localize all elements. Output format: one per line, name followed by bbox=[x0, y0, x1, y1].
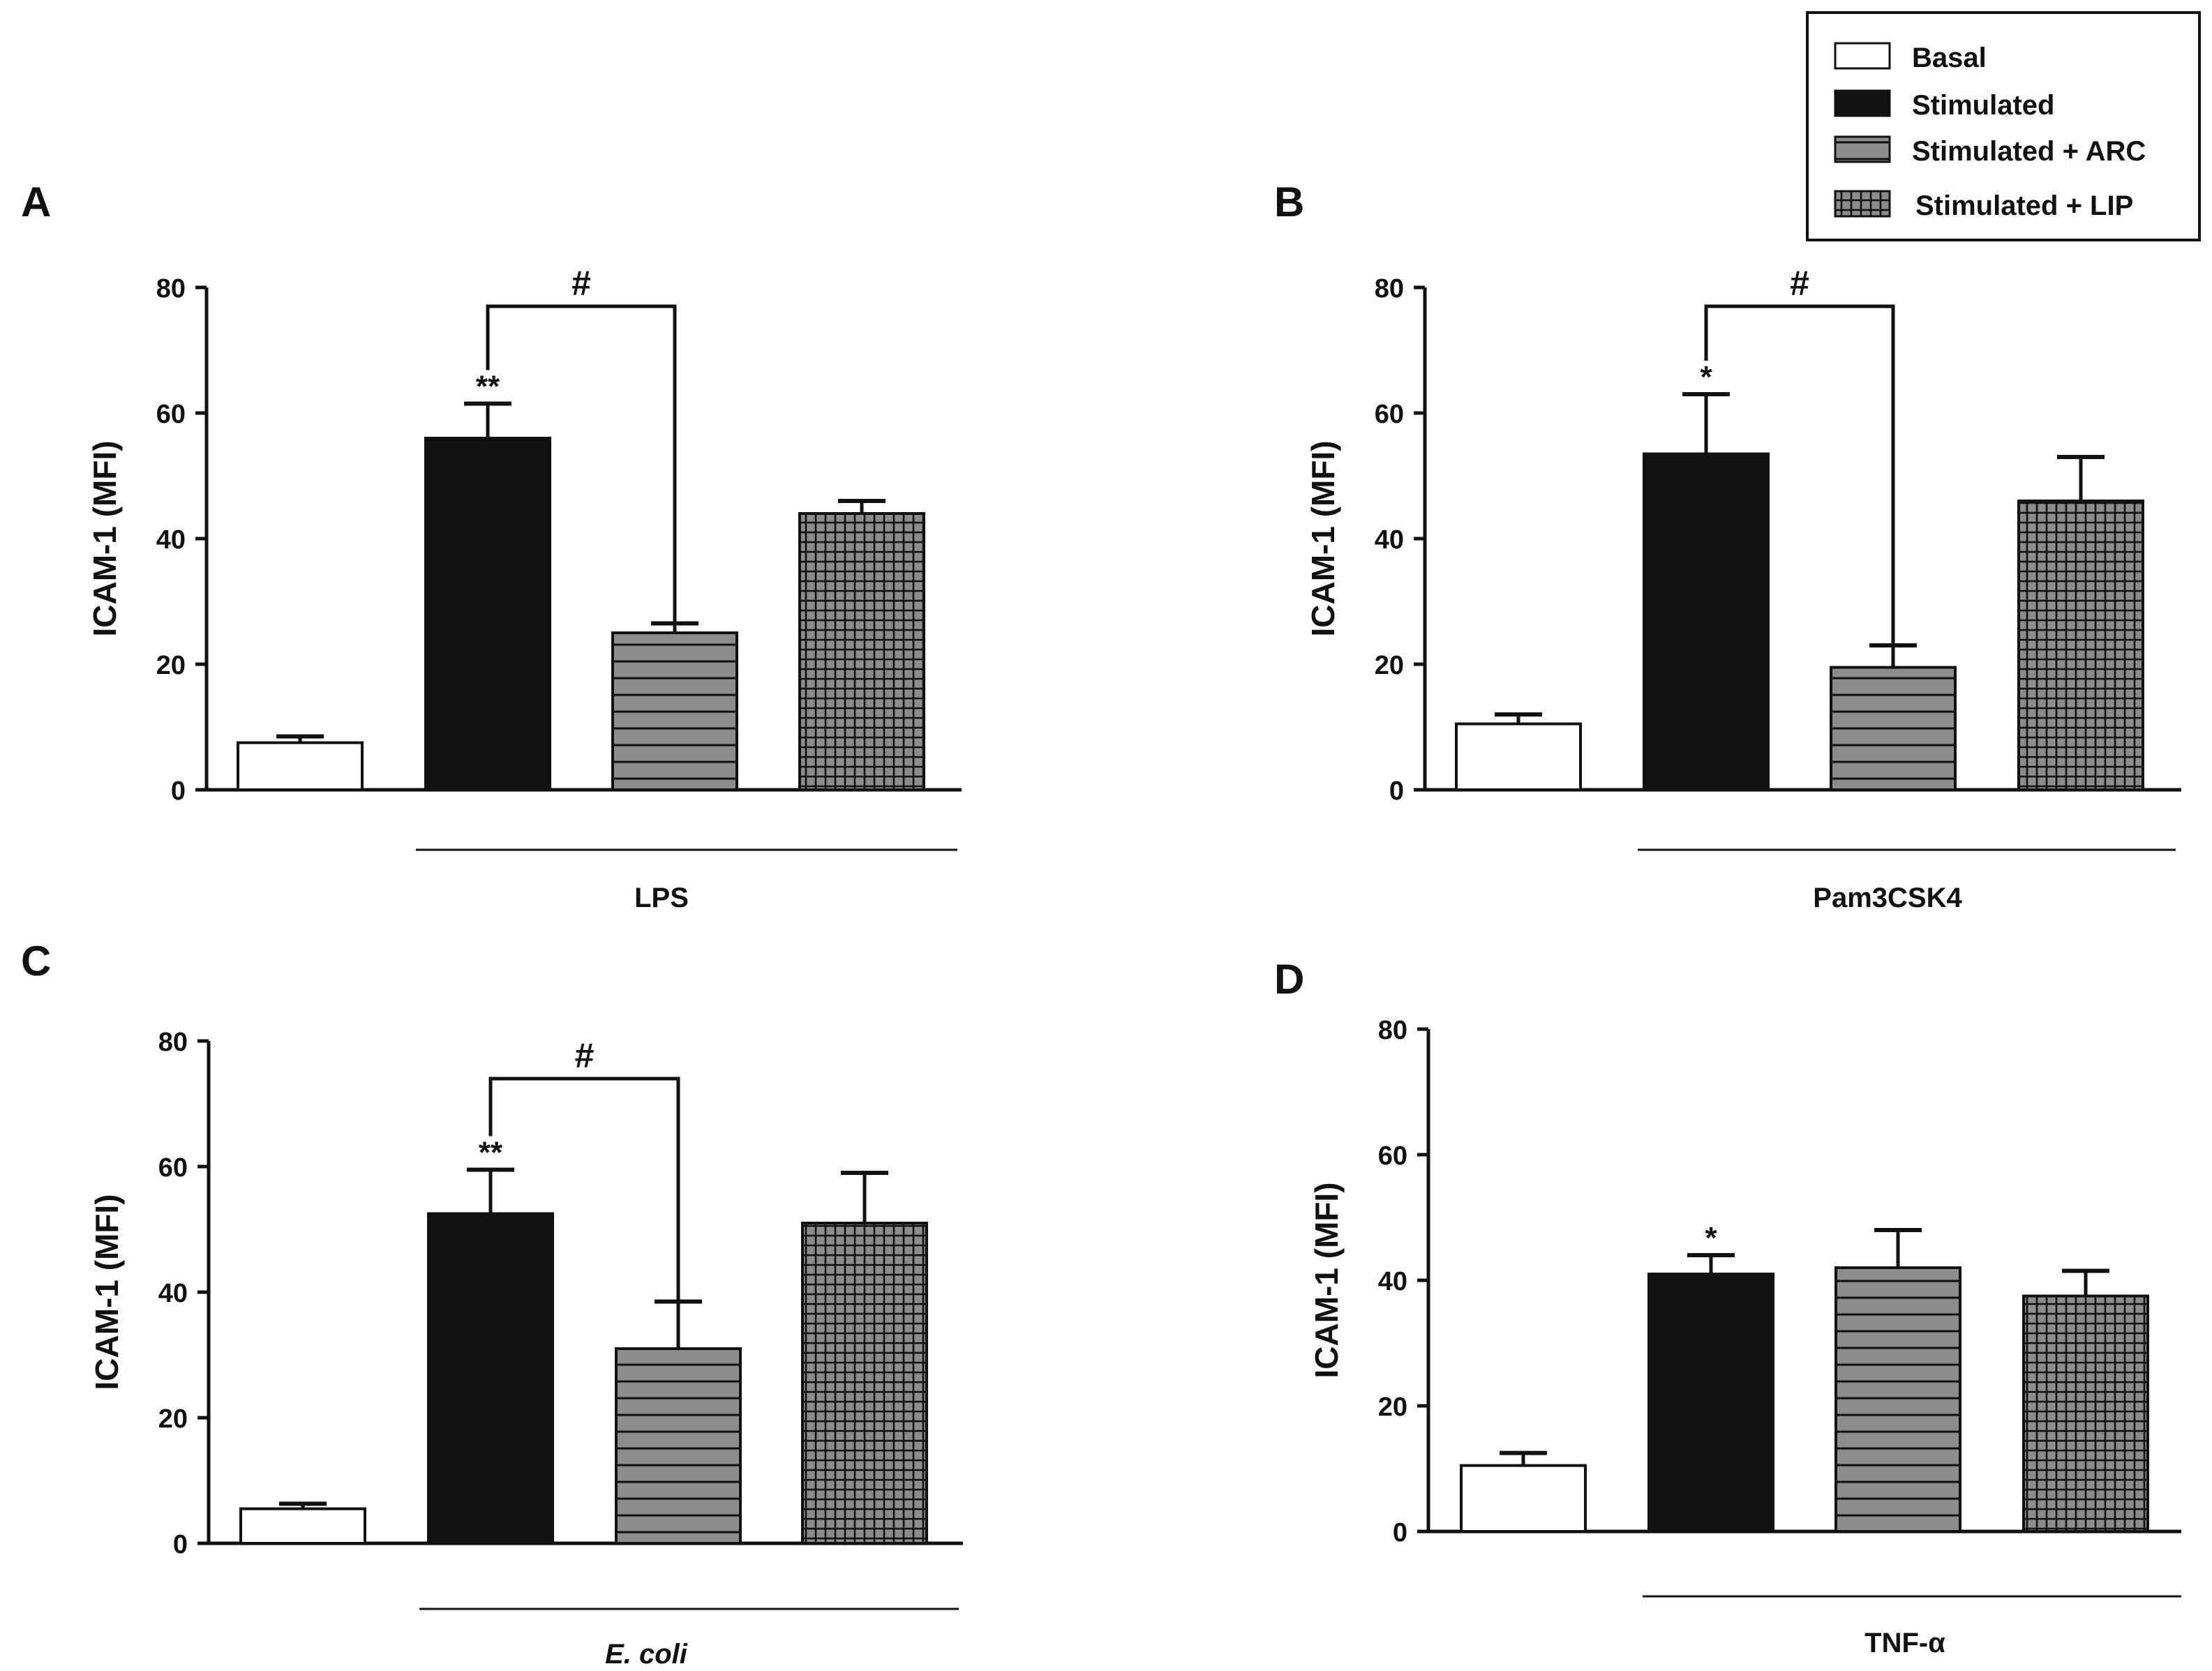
y-tick-label-b-60: 60 bbox=[1375, 400, 1404, 429]
bar-b-stimulated bbox=[1643, 452, 1770, 791]
y-axis-label-d: ICAM-1 (MFI) bbox=[1308, 1182, 1345, 1378]
comparison-label-b: # bbox=[1790, 264, 1809, 303]
panel-letter-a: A bbox=[21, 179, 51, 225]
bar-d-arc bbox=[1834, 1266, 1961, 1533]
significance-a-stimulated: ** bbox=[476, 370, 500, 404]
y-tick-label-c-20: 20 bbox=[158, 1404, 188, 1434]
bar-b-lip bbox=[2017, 500, 2144, 791]
bar-d-basal bbox=[1460, 1464, 1587, 1533]
significance-c-stimulated: ** bbox=[479, 1136, 503, 1170]
comparison-bracket-b bbox=[1704, 304, 1895, 645]
legend-label-stimulated: Stimulated bbox=[1912, 90, 2054, 121]
y-tick-label-b-20: 20 bbox=[1375, 651, 1404, 680]
legend-swatch-arc bbox=[1834, 135, 1891, 163]
group-label-b: Pam3CSK4 bbox=[1813, 883, 1962, 913]
y-tick-label-a-60: 60 bbox=[156, 400, 186, 429]
y-axis-label-c: ICAM-1 (MFI) bbox=[89, 1194, 125, 1390]
comparison-bracket-c bbox=[488, 1077, 680, 1302]
panel-c: C 0 20 40 60 80 ICAM-1 (MFI) ** # E. coli bbox=[21, 938, 963, 1670]
bar-a-stimulated bbox=[424, 437, 551, 791]
y-tick-label-c-0: 0 bbox=[173, 1530, 188, 1559]
bar-c-stimulated bbox=[427, 1212, 554, 1545]
comparison-bracket-a bbox=[486, 304, 677, 624]
y-tick-label-c-60: 60 bbox=[158, 1153, 188, 1183]
comparison-label-a: # bbox=[571, 264, 591, 303]
significance-b-stimulated: * bbox=[1700, 360, 1712, 394]
y-tick-label-d-0: 0 bbox=[1393, 1518, 1407, 1548]
bar-a-basal bbox=[237, 741, 364, 791]
legend-label-basal: Basal bbox=[1912, 43, 1987, 73]
bar-b-arc bbox=[1830, 666, 1957, 791]
y-axis-label-b: ICAM-1 (MFI) bbox=[1305, 440, 1341, 636]
bar-a-arc bbox=[611, 631, 738, 791]
group-label-c: E. coli bbox=[605, 1639, 688, 1670]
y-tick-label-c-40: 40 bbox=[158, 1279, 188, 1308]
y-tick-label-a-80: 80 bbox=[156, 274, 186, 304]
y-tick-label-b-80: 80 bbox=[1375, 274, 1404, 304]
legend: Basal Stimulated Stimulated + ARC Stimul… bbox=[1806, 11, 2201, 241]
group-label-a: LPS bbox=[634, 883, 689, 913]
legend-label-lip: Stimulated + LIP bbox=[1915, 190, 2133, 221]
y-tick-label-b-40: 40 bbox=[1375, 525, 1404, 555]
y-tick-label-a-40: 40 bbox=[156, 525, 186, 555]
legend-swatch-basal bbox=[1834, 42, 1891, 70]
bar-d-lip bbox=[2022, 1294, 2149, 1533]
panel-letter-b: B bbox=[1274, 179, 1304, 225]
y-tick-label-b-0: 0 bbox=[1389, 777, 1404, 806]
y-axis-label-a: ICAM-1 (MFI) bbox=[87, 440, 123, 636]
bar-b-basal bbox=[1455, 722, 1582, 791]
panel-letter-c: C bbox=[21, 938, 51, 984]
bar-c-basal bbox=[239, 1507, 366, 1545]
y-tick-label-a-20: 20 bbox=[156, 651, 186, 680]
bar-c-arc bbox=[615, 1347, 742, 1545]
panel-a: A 0 20 40 60 80 ICAM-1 (MFI) ** # LPS bbox=[21, 179, 962, 913]
panel-letter-d: D bbox=[1274, 956, 1304, 1003]
y-tick-label-a-0: 0 bbox=[171, 777, 186, 806]
y-tick-label-d-80: 80 bbox=[1378, 1016, 1407, 1045]
group-label-d: TNF-α bbox=[1864, 1628, 1945, 1658]
comparison-label-c: # bbox=[575, 1036, 595, 1075]
bar-d-stimulated bbox=[1647, 1273, 1774, 1533]
bar-a-lip bbox=[798, 512, 925, 791]
legend-swatch-lip bbox=[1834, 190, 1891, 218]
legend-label-arc: Stimulated + ARC bbox=[1912, 136, 2146, 167]
y-tick-label-c-80: 80 bbox=[158, 1028, 188, 1057]
bar-c-lip bbox=[801, 1222, 928, 1545]
panel-b: B 0 20 40 60 80 ICAM-1 (MFI) * # Pam3CSK4 bbox=[1274, 179, 2181, 913]
y-tick-label-d-40: 40 bbox=[1378, 1267, 1407, 1296]
panel-d: D 0 20 40 60 80 ICAM-1 (MFI) * TNF-α bbox=[1274, 956, 2181, 1658]
y-tick-label-d-20: 20 bbox=[1378, 1393, 1407, 1422]
significance-d-stimulated: * bbox=[1705, 1221, 1717, 1255]
y-tick-label-d-60: 60 bbox=[1378, 1141, 1407, 1171]
legend-swatch-stimulated bbox=[1834, 89, 1891, 117]
